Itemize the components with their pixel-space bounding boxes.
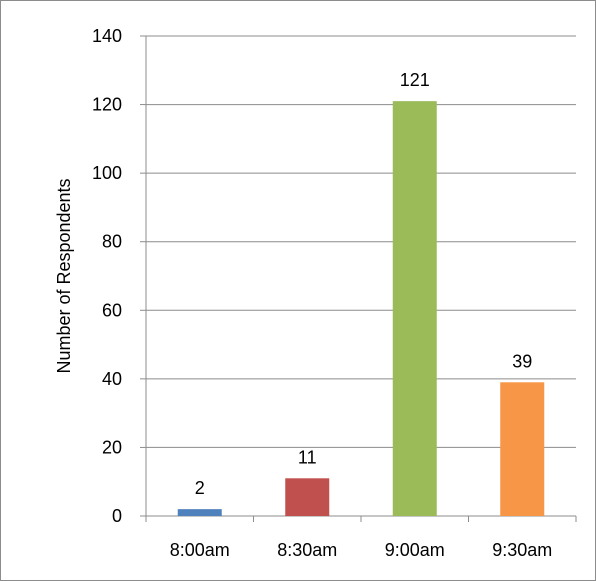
y-axis-ticks: 0 20 40 60 80 100 120 140 [92, 26, 146, 526]
bar-930am [500, 382, 545, 516]
x-axis-labels: 8:00am 8:30am 9:00am 9:30am [170, 540, 553, 560]
data-label: 11 [298, 447, 317, 467]
y-tick-label: 20 [102, 437, 122, 457]
y-tick-label: 0 [112, 506, 122, 526]
bar-900am [392, 101, 437, 517]
y-tick-label: 80 [102, 232, 122, 252]
x-axis-ticks [145, 516, 577, 522]
bars [177, 101, 545, 517]
y-axis-title: Number of Respondents [54, 178, 74, 373]
x-tick-label: 9:00am [385, 540, 445, 560]
y-tick-label: 120 [92, 95, 122, 115]
x-tick-label: 9:30am [492, 540, 552, 560]
bar-830am [285, 478, 330, 516]
y-tick-label: 40 [102, 369, 122, 389]
data-label: 2 [195, 478, 205, 498]
y-tick-label: 60 [102, 300, 122, 320]
y-tick-label: 100 [92, 163, 122, 183]
data-label: 39 [512, 351, 532, 371]
data-labels: 2 11 121 39 [195, 70, 533, 498]
data-label: 121 [400, 70, 430, 90]
bar-800am [177, 509, 222, 516]
y-tick-label: 140 [92, 26, 122, 46]
x-tick-label: 8:30am [277, 540, 337, 560]
x-tick-label: 8:00am [170, 540, 230, 560]
